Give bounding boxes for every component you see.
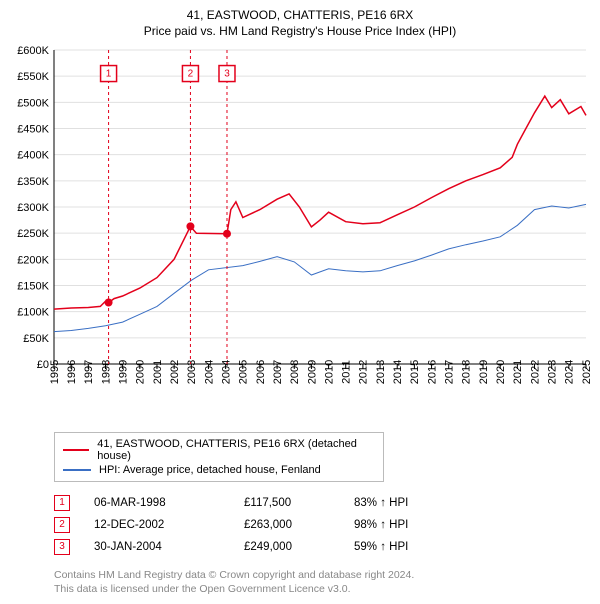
x-tick-label: 1999 [117, 360, 129, 384]
sale-date: 30-JAN-2004 [94, 536, 244, 558]
sale-marker-number: 1 [106, 69, 112, 80]
y-tick-label: £550K [17, 71, 49, 83]
x-tick-label: 2025 [581, 360, 592, 384]
page-title: 41, EASTWOOD, CHATTERIS, PE16 6RX [8, 8, 592, 22]
footnote-line: Contains HM Land Registry data © Crown c… [54, 568, 592, 582]
x-tick-label: 1997 [83, 360, 95, 384]
x-tick-label: 2001 [152, 360, 164, 384]
x-tick-label: 1995 [49, 360, 61, 384]
sale-pct: 59% ↑ HPI [354, 536, 464, 558]
x-tick-label: 2011 [341, 360, 353, 384]
sales-table: 1 06-MAR-1998£117,50083% ↑ HPI 2 12-DEC-200… [54, 492, 464, 558]
x-tick-label: 2017 [444, 360, 456, 384]
sale-price: £249,000 [244, 536, 354, 558]
page-subtitle: Price paid vs. HM Land Registry's House … [8, 24, 592, 38]
y-tick-label: £100K [17, 307, 49, 319]
sale-number-box: 1 [54, 495, 70, 511]
sale-marker-number: 2 [188, 69, 194, 80]
y-tick-label: £250K [17, 228, 49, 240]
x-tick-label: 1996 [66, 360, 78, 384]
x-tick-label: 2008 [289, 360, 301, 384]
x-tick-label: 2024 [564, 360, 576, 384]
price-chart: £0 £50K £100K £150K £200K £250K £300K £350K £400… [8, 44, 592, 424]
x-tick-label: 2010 [323, 360, 335, 384]
legend-swatch [63, 469, 91, 471]
sale-date: 12-DEC-2002 [94, 514, 244, 536]
x-tick-label: 2009 [306, 360, 318, 384]
legend-label: HPI: Average price, detached house, Fenl… [99, 464, 321, 476]
sale-pct: 98% ↑ HPI [354, 514, 464, 536]
legend-swatch [63, 449, 89, 451]
x-tick-label: 2007 [272, 360, 284, 384]
x-tick-label: 2003 [186, 360, 198, 384]
table-row: 3 30-JAN-2004£249,00059% ↑ HPI [54, 536, 464, 558]
x-tick-label: 2016 [426, 360, 438, 384]
table-row: 1 06-MAR-1998£117,50083% ↑ HPI [54, 492, 464, 514]
x-tick-label: 2002 [169, 360, 181, 384]
x-tick-label: 2004 [203, 360, 215, 384]
x-tick-label: 2018 [461, 360, 473, 384]
sale-marker-dot [105, 299, 113, 307]
x-tick-label: 2020 [495, 360, 507, 384]
x-tick-label: 1998 [100, 360, 112, 384]
sale-pct: 83% ↑ HPI [354, 492, 464, 514]
y-tick-label: £500K [17, 97, 49, 109]
legend: 41, EASTWOOD, CHATTERIS, PE16 6RX (detac… [54, 432, 384, 482]
y-tick-label: £200K [17, 254, 49, 266]
sale-number-box: 2 [54, 517, 70, 533]
x-tick-label: 2000 [135, 360, 147, 384]
x-tick-label: 2015 [409, 360, 421, 384]
y-tick-label: £50K [23, 333, 49, 345]
legend-row: 41, EASTWOOD, CHATTERIS, PE16 6RX (detac… [63, 437, 375, 463]
x-tick-label: 2014 [392, 360, 404, 384]
chart-series [54, 204, 586, 331]
y-tick-label: £300K [17, 202, 49, 214]
x-tick-label: 2005 [238, 360, 250, 384]
x-tick-label: 2006 [255, 360, 267, 384]
y-tick-label: £350K [17, 176, 49, 188]
legend-row: HPI: Average price, detached house, Fenl… [63, 463, 375, 477]
footnote-line: This data is licensed under the Open Gov… [54, 582, 592, 596]
sale-price: £117,500 [244, 492, 354, 514]
x-tick-label: 2021 [512, 360, 524, 384]
sale-number-box: 3 [54, 539, 70, 555]
x-tick-label: 2019 [478, 360, 490, 384]
y-tick-label: £0 [37, 359, 49, 371]
sale-marker-number: 3 [224, 69, 230, 80]
legend-label: 41, EASTWOOD, CHATTERIS, PE16 6RX (detac… [97, 438, 375, 462]
sale-price: £263,000 [244, 514, 354, 536]
sale-marker-dot [186, 222, 194, 230]
sale-marker-dot [223, 230, 231, 238]
y-tick-label: £400K [17, 150, 49, 162]
sale-date: 06-MAR-1998 [94, 492, 244, 514]
table-row: 2 12-DEC-2002£263,00098% ↑ HPI [54, 514, 464, 536]
x-tick-label: 2012 [358, 360, 370, 384]
x-tick-label: 2004 [220, 360, 232, 384]
x-tick-label: 2023 [547, 360, 559, 384]
footnote: Contains HM Land Registry data © Crown c… [54, 568, 592, 596]
x-tick-label: 2013 [375, 360, 387, 384]
y-tick-label: £150K [17, 281, 49, 293]
y-tick-label: £450K [17, 124, 49, 136]
y-tick-label: £600K [17, 45, 49, 57]
x-tick-label: 2022 [529, 360, 541, 384]
